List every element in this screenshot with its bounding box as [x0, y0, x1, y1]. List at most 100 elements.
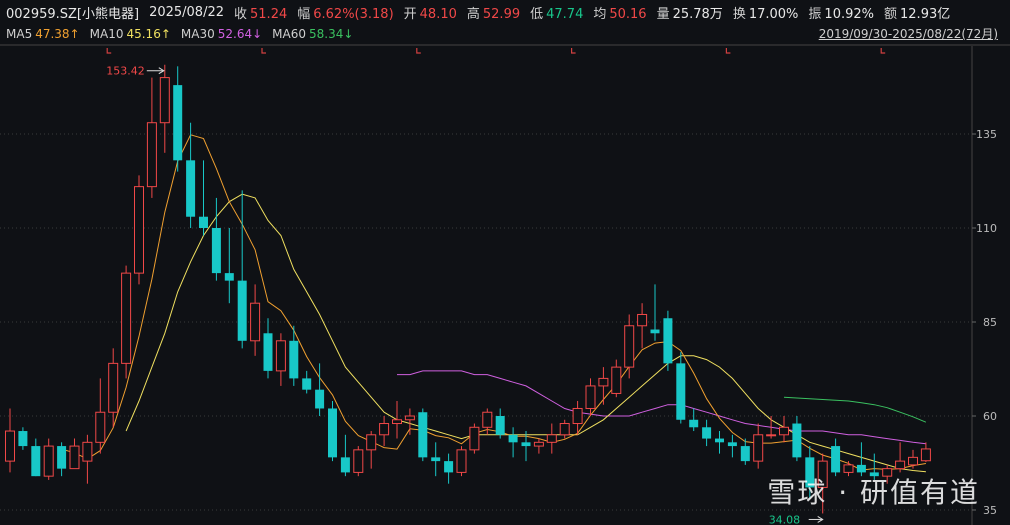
turn-field: 换 17.00% — [733, 3, 799, 22]
amount-field: 额 12.93亿 — [884, 3, 950, 22]
ma60-value: 58.34↓ — [309, 27, 354, 41]
avg-label: 均 — [593, 6, 607, 22]
date-range-selector[interactable]: 2019/09/30-2025/08/22(72月) — [818, 27, 998, 41]
year-marker-2 — [416, 48, 421, 54]
year-marker-4 — [725, 48, 731, 54]
candle-body-40 — [521, 442, 531, 447]
candle-body-48 — [624, 325, 635, 368]
candle-body-0 — [5, 430, 15, 462]
candle-body-53 — [689, 419, 699, 428]
ma60-legend: MA60 58.34↓ — [272, 27, 353, 41]
candle-body-45 — [585, 385, 596, 409]
candle-body-35 — [456, 449, 467, 473]
year-marker-1 — [261, 48, 266, 54]
swing-label: 振 — [808, 6, 822, 22]
max-arrow-head — [158, 67, 165, 75]
candle-body-30 — [392, 419, 402, 425]
vol-field: 量 25.78万 — [657, 3, 723, 22]
stock-code: 002959.SZ[小熊电器] — [6, 6, 140, 22]
candle-body-15 — [199, 216, 208, 228]
amount-value: 12.93亿 — [900, 6, 951, 22]
ma30-label: MA30 — [180, 27, 215, 41]
candle-body-17 — [224, 273, 234, 281]
year-marker-5 — [880, 48, 886, 54]
candle-body-47 — [611, 366, 622, 394]
candle-body-57 — [740, 446, 750, 462]
candle-body-20 — [263, 333, 273, 371]
candle-body-61 — [792, 423, 802, 458]
amount-label: 额 — [884, 6, 898, 22]
candle-body-49 — [637, 313, 648, 327]
candle-body-56 — [727, 442, 737, 447]
candle-body-70 — [908, 456, 918, 466]
amp-label: 幅 — [297, 6, 311, 22]
candle-body-31 — [404, 415, 415, 421]
candle-body-59 — [766, 434, 777, 437]
quote-info-bar: 002959.SZ[小熊电器] 2025/08/22 收 51.24 幅 6.62%… — [0, 0, 1010, 24]
candle-body-18 — [237, 280, 247, 341]
candle-body-4 — [57, 446, 67, 469]
high-field: 高 52.99 — [467, 3, 520, 22]
ma10-label: MA10 — [89, 27, 124, 41]
candle-body-23 — [302, 378, 312, 390]
candle-body-37 — [482, 411, 493, 428]
watermark: 雪球 · 研值有道 — [767, 476, 980, 509]
ma-legend: MA5 47.38↑ MA10 45.16↑ MA30 52.64↓ MA60 58.3… — [0, 25, 1010, 43]
amp-field: 幅 6.62%(3.18) — [297, 3, 393, 22]
candle-body-63 — [817, 460, 828, 488]
swing-value: 10.92% — [824, 6, 874, 22]
ma10-value: 45.16↑ — [126, 27, 171, 41]
candle-body-34 — [444, 461, 454, 473]
candle-body-52 — [676, 363, 686, 420]
candle-body-28 — [366, 434, 377, 451]
open-field: 开 48.10 — [404, 3, 457, 22]
candle-body-11 — [146, 122, 157, 188]
y-tick-label-4: 35 — [983, 504, 997, 517]
candle-body-50 — [650, 329, 660, 334]
candle-body-39 — [508, 434, 518, 443]
year-marker-0 — [106, 48, 112, 54]
ma30-value: 52.64↓ — [217, 27, 263, 41]
candle-body-12 — [159, 77, 170, 124]
ma60-line — [783, 396, 927, 423]
y-tick-label-0: 135 — [976, 128, 997, 141]
candle-body-51 — [663, 318, 673, 364]
y-tick-label-3: 60 — [983, 410, 997, 423]
low-field: 低 47.74 — [530, 3, 583, 22]
candle-body-43 — [559, 423, 570, 436]
close-value: 51.24 — [250, 6, 288, 22]
candle-body-65 — [843, 464, 854, 473]
candle-body-8 — [108, 362, 119, 413]
amp-value: 6.62%(3.18) — [313, 6, 394, 22]
candle-body-67 — [869, 472, 879, 477]
candle-body-3 — [43, 445, 54, 477]
candle-body-36 — [469, 426, 480, 451]
low-label: 低 — [530, 6, 544, 22]
candle-body-64 — [831, 446, 841, 473]
close-label: 收 — [234, 6, 248, 22]
high-label: 高 — [466, 6, 480, 22]
candle-body-32 — [418, 412, 428, 458]
candle-body-14 — [186, 160, 196, 217]
candle-body-66 — [856, 464, 866, 473]
quote-date: 2025/08/22 — [149, 4, 224, 20]
y-tick-label-1: 110 — [976, 222, 997, 235]
ma5-legend: MA5 47.38↑ — [6, 27, 80, 41]
candle-body-10 — [134, 186, 144, 274]
turn-value: 17.00% — [748, 6, 799, 22]
ma30-legend: MA30 52.64↓ — [181, 27, 262, 41]
candle-body-58 — [753, 434, 764, 462]
open-value: 48.10 — [419, 6, 457, 22]
vol-label: 量 — [656, 6, 670, 22]
ma5-label: MA5 — [6, 27, 33, 41]
max-price-label: 153.42 — [106, 65, 145, 78]
y-tick-label-2: 85 — [983, 316, 997, 329]
candle-body-21 — [275, 340, 286, 372]
open-label: 开 — [403, 6, 417, 22]
candle-body-33 — [431, 457, 441, 462]
ma30-line — [397, 370, 926, 445]
avg-field: 均 50.16 — [593, 3, 646, 22]
swing-field: 振 10.92% — [808, 3, 874, 22]
